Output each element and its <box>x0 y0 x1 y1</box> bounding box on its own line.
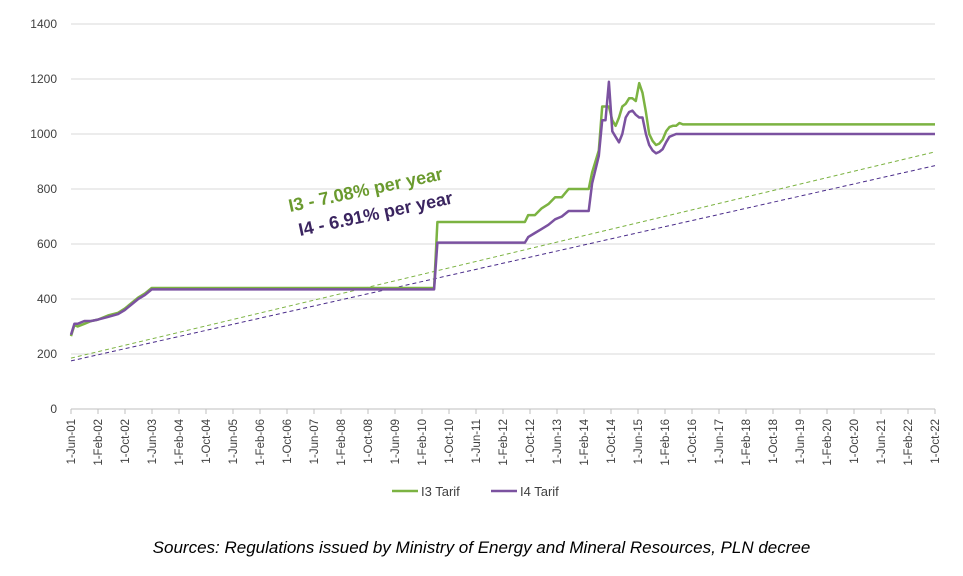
x-tick-label: 1-Jun-05 <box>228 419 240 464</box>
x-tick-label: 1-Oct-12 <box>525 419 537 464</box>
x-tick-label: 1-Oct-14 <box>606 418 618 463</box>
x-tick-label: 1-Oct-18 <box>768 419 780 464</box>
y-tick-label: 1400 <box>30 17 57 31</box>
x-tick-label: 1-Oct-02 <box>120 419 132 464</box>
x-tick-label: 1-Feb-12 <box>498 419 510 466</box>
x-tick-label: 1-Feb-02 <box>93 419 105 466</box>
series-line-i4 <box>69 80 935 336</box>
trendlines <box>70 151 936 362</box>
x-tick-label: 1-Jun-15 <box>633 419 645 464</box>
x-tick-label: 1-Jun-07 <box>309 419 321 464</box>
x-tick-label: 1-Feb-14 <box>579 418 591 465</box>
x-tick-label: 1-Oct-10 <box>444 419 456 464</box>
x-tick-label: 1-Jun-01 <box>66 419 78 464</box>
x-tick-label: 1-Feb-10 <box>417 419 429 466</box>
y-axis-ticks: 0 200 400 600 800 1000 1200 1400 <box>30 17 57 416</box>
x-tick-label: 1-Jun-09 <box>390 419 402 464</box>
x-tick-label: 1-Feb-04 <box>174 418 186 465</box>
x-tick-label: 1-Jun-03 <box>147 419 159 464</box>
x-tick-label: 1-Feb-06 <box>255 419 267 466</box>
series-line-i3 <box>69 81 935 337</box>
legend-label-i3: I3 Tarif <box>421 484 460 499</box>
x-tick-label: 1-Oct-08 <box>363 419 375 464</box>
x-tick-label: 1-Oct-06 <box>282 419 294 464</box>
x-tick-label: 1-Jun-17 <box>714 419 726 464</box>
legend-label-i4: I4 Tarif <box>520 484 559 499</box>
x-tick-label: 1-Feb-16 <box>660 419 672 466</box>
y-tick-label: 400 <box>37 292 57 306</box>
legend: I3 Tarif I4 Tarif <box>392 484 559 499</box>
y-tick-label: 1000 <box>30 127 57 141</box>
x-tick-label: 1-Feb-18 <box>741 419 753 466</box>
y-tick-label: 600 <box>37 237 57 251</box>
x-tick-label: 1-Oct-04 <box>201 418 213 463</box>
source-note: Sources: Regulations issued by Ministry … <box>152 538 811 557</box>
x-tick-label: 1-Feb-08 <box>336 419 348 466</box>
tariff-line-chart: 0 200 400 600 800 1000 1200 1400 1-Jun-01 1-Feb-… <box>30 17 942 499</box>
x-axis-ticks: 1-Jun-01 1-Feb-02 1-Oct-02 1-Jun-03 1-Feb-04… <box>66 409 942 466</box>
gridlines <box>71 23 935 355</box>
x-tick-label: 1-Oct-22 <box>930 419 942 464</box>
y-tick-label: 0 <box>50 402 57 416</box>
y-tick-label: 200 <box>37 347 57 361</box>
x-tick-label: 1-Jun-21 <box>876 419 888 464</box>
y-tick-label: 800 <box>37 182 57 196</box>
series-lines <box>69 80 935 337</box>
x-tick-label: 1-Oct-20 <box>849 419 861 464</box>
x-tick-label: 1-Feb-20 <box>822 419 834 466</box>
x-tick-label: 1-Jun-19 <box>795 419 807 464</box>
y-tick-label: 1200 <box>30 72 57 86</box>
x-tick-label: 1-Jun-11 <box>471 419 483 464</box>
x-tick-label: 1-Feb-22 <box>903 419 915 466</box>
x-tick-label: 1-Jun-13 <box>552 419 564 464</box>
x-tick-label: 1-Oct-16 <box>687 419 699 464</box>
trendline-i3 <box>70 151 936 359</box>
trendline-i4 <box>70 165 936 362</box>
